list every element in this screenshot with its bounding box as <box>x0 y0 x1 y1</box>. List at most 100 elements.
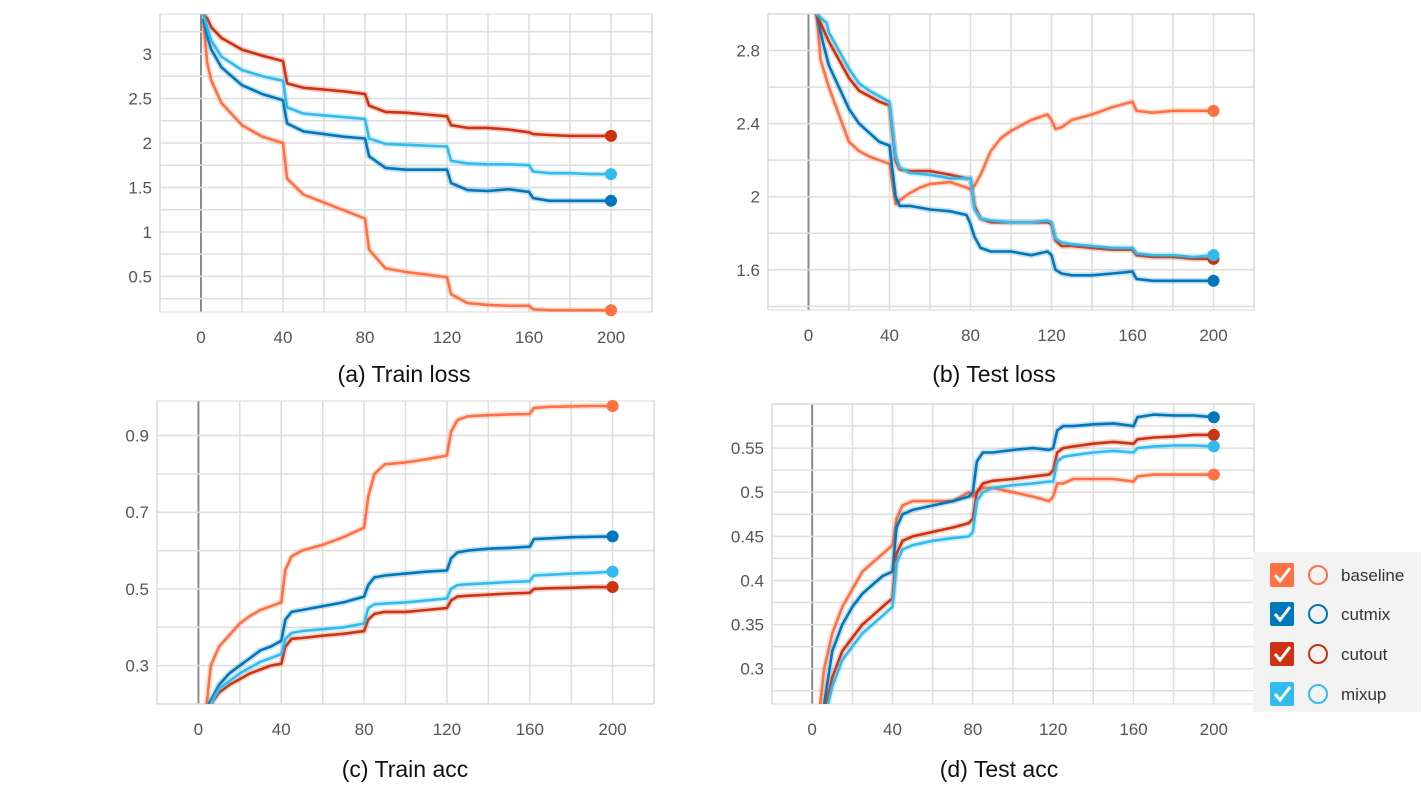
x-tick-label: 120 <box>433 720 461 739</box>
legend-checkbox-mixup[interactable] <box>1270 682 1294 706</box>
legend-item-cutout[interactable]: cutout <box>1270 642 1388 666</box>
series-line-cutmix <box>815 14 1214 283</box>
plot-frame <box>156 400 655 705</box>
legend-marker-baseline <box>1308 565 1328 585</box>
y-tick-label: 0.45 <box>731 527 764 546</box>
legend-checkbox-cutout[interactable] <box>1270 642 1294 666</box>
series-line-cutmix <box>201 18 611 203</box>
x-tick-label: 40 <box>272 720 291 739</box>
x-tick-label: 0 <box>804 326 813 345</box>
legend: baseline cutmix cutout mixup <box>1253 552 1421 712</box>
y-tick-label: 0.9 <box>125 427 149 446</box>
legend-label-cutmix: cutmix <box>1341 605 1391 624</box>
x-tick-label: 160 <box>1119 720 1147 739</box>
series-end-marker-cutmix <box>1207 274 1220 287</box>
series-line-cutout <box>209 585 613 704</box>
series-line-cutout <box>824 433 1214 704</box>
y-tick-label: 0.5 <box>125 580 149 599</box>
legend-marker-cutmix <box>1308 604 1328 624</box>
series-smoothing-cutmix <box>821 411 1215 704</box>
series-smoothing-cutmix <box>813 14 1214 284</box>
series-end-marker-mixup <box>606 565 619 578</box>
y-tick-label: 0.7 <box>125 503 149 522</box>
series-end-marker-baseline <box>605 304 617 317</box>
y-tick-label: 2 <box>143 134 152 153</box>
caption-test-acc: (d) Test acc <box>940 756 1058 782</box>
x-tick-label: 200 <box>1199 326 1227 345</box>
y-tick-label: 0.55 <box>731 439 764 458</box>
panel-train-loss: 0 40 80 120 160 200 0.5 1 1.5 2 2.5 3 <box>128 13 653 347</box>
x-tick-label: 80 <box>356 328 375 347</box>
series-line-cutout <box>202 14 611 138</box>
series-end-marker-cutout <box>605 129 617 142</box>
series-end-marker-mixup <box>605 168 617 181</box>
series-end-marker-baseline <box>1207 468 1220 481</box>
x-tick-label: 80 <box>963 720 982 739</box>
x-tick-label: 120 <box>1037 326 1065 345</box>
plot-frame <box>159 13 653 313</box>
x-tick-label: 40 <box>880 326 899 345</box>
series-smoothing-baseline <box>817 471 1214 704</box>
checkmark-icon <box>1273 606 1292 623</box>
y-tick-label: 0.4 <box>740 571 764 590</box>
y-tick-label: 0.5 <box>128 267 152 286</box>
legend-item-cutmix[interactable]: cutmix <box>1270 602 1391 626</box>
y-tick-label: 2.4 <box>736 115 760 134</box>
series-end-marker-cutmix <box>606 530 619 543</box>
y-tick-label: 0.35 <box>731 616 764 635</box>
y-tick-label: 1 <box>143 223 152 242</box>
y-tick-label: 2.5 <box>128 90 152 109</box>
x-tick-label: 200 <box>1200 720 1228 739</box>
x-tick-label: 40 <box>274 328 293 347</box>
series-line-mixup <box>209 570 613 704</box>
legend-item-baseline[interactable]: baseline <box>1270 563 1404 587</box>
legend-checkbox-cutmix[interactable] <box>1270 602 1294 626</box>
legend-label-cutout: cutout <box>1341 645 1388 664</box>
legend-checkbox-baseline[interactable] <box>1270 563 1294 587</box>
series-line-mixup <box>201 14 611 176</box>
legend-marker-cutout <box>1308 644 1328 664</box>
series-smoothing-baseline <box>813 14 1214 207</box>
y-tick-label: 0.5 <box>740 483 764 502</box>
series-end-marker-mixup <box>1207 440 1220 453</box>
series-line-mixup <box>815 14 1214 259</box>
series-line-baseline <box>818 473 1214 704</box>
y-tick-label: 3 <box>143 45 152 64</box>
series-line-cutmix <box>822 413 1214 704</box>
x-tick-label: 160 <box>515 328 543 347</box>
x-tick-label: 80 <box>355 720 374 739</box>
series-line-mixup <box>826 444 1214 704</box>
caption-test-loss: (b) Test loss <box>932 361 1056 387</box>
x-tick-label: 160 <box>516 720 544 739</box>
series-end-marker-baseline <box>606 399 619 412</box>
panel-test-acc: 0 40 80 120 160 200 0.3 0.35 0.4 0.45 0.5 0.55 <box>731 403 1255 739</box>
series-smoothing-baseline <box>200 18 611 312</box>
series-end-marker-cutout <box>1207 428 1220 441</box>
series-end-marker-cutmix <box>1207 411 1220 424</box>
series-smoothing-mixup <box>208 568 613 704</box>
x-tick-label: 40 <box>883 720 902 739</box>
x-tick-label: 120 <box>433 328 461 347</box>
caption-train-acc: (c) Train acc <box>342 756 469 782</box>
series-line-baseline <box>201 18 611 312</box>
x-tick-label: 80 <box>961 326 980 345</box>
panel-train-acc: 0 40 80 120 160 200 0.3 0.5 0.7 0.9 <box>125 399 655 739</box>
legend-label-baseline: baseline <box>1341 566 1404 585</box>
series-end-marker-cutmix <box>605 194 617 207</box>
x-tick-label: 0 <box>807 720 816 739</box>
x-tick-label: 120 <box>1039 720 1067 739</box>
legend-label-mixup: mixup <box>1341 685 1386 704</box>
y-tick-label: 2.8 <box>736 42 760 61</box>
x-tick-label: 200 <box>597 328 625 347</box>
legend-item-mixup[interactable]: mixup <box>1270 682 1386 706</box>
y-tick-label: 1.5 <box>128 178 152 197</box>
series-line-baseline <box>205 404 613 704</box>
x-tick-label: 160 <box>1118 326 1146 345</box>
plot-frame <box>767 13 1255 311</box>
x-tick-label: 0 <box>196 328 205 347</box>
checkmark-icon <box>1273 686 1292 703</box>
y-tick-label: 2 <box>751 188 760 207</box>
series-end-marker-baseline <box>1207 104 1220 117</box>
x-tick-label: 200 <box>598 720 626 739</box>
